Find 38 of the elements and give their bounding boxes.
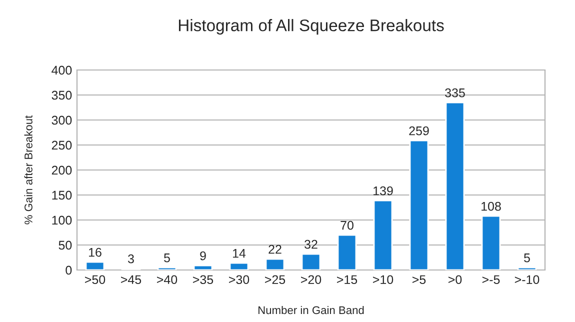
x-tick-label: >0: [448, 275, 462, 284]
y-tick-label: 250: [52, 140, 72, 150]
x-tick-label: >5: [412, 275, 426, 284]
x-tick-label: >10: [373, 275, 394, 284]
data-label: 139: [374, 186, 393, 196]
y-tick-label: 100: [52, 216, 72, 225]
x-axis-title: Number in Gain Band: [258, 306, 364, 314]
chart-title: Histogram of All Squeeze Breakouts: [178, 19, 444, 35]
data-label: 32: [304, 240, 318, 249]
y-tick-label: 300: [52, 116, 72, 125]
data-label: 335: [445, 88, 465, 98]
x-tick-label: >25: [265, 275, 286, 284]
x-tick-label: >30: [229, 275, 250, 284]
x-tick-label: >20: [301, 275, 322, 284]
x-tick-label: >-10: [514, 275, 540, 284]
y-tick-label: 200: [52, 166, 72, 175]
x-tick-label: >50: [85, 275, 106, 284]
x-tick-label: >40: [157, 275, 178, 284]
y-tick-label: 350: [52, 90, 72, 100]
data-label: 5: [164, 254, 170, 262]
x-tick-label: >35: [193, 275, 214, 284]
data-label: 70: [340, 220, 354, 230]
x-tick-label: >15: [337, 275, 358, 284]
y-tick-label: 400: [52, 66, 72, 75]
data-label: 9: [200, 251, 206, 260]
y-axis-title: % Gain after Breakout: [24, 115, 32, 224]
x-tick-label: >45: [121, 275, 142, 284]
y-tick-label: 50: [58, 240, 72, 250]
x-tick-label: >-5: [482, 275, 500, 284]
data-label: 14: [233, 249, 246, 258]
data-label: 259: [409, 126, 429, 136]
data-label: 5: [524, 254, 530, 262]
data-label: 16: [89, 248, 102, 257]
data-label: 108: [482, 202, 501, 211]
y-tick-label: 0: [66, 266, 72, 275]
y-tick-label: 150: [52, 190, 72, 200]
data-label: 22: [268, 244, 282, 254]
data-label: 3: [128, 254, 134, 264]
